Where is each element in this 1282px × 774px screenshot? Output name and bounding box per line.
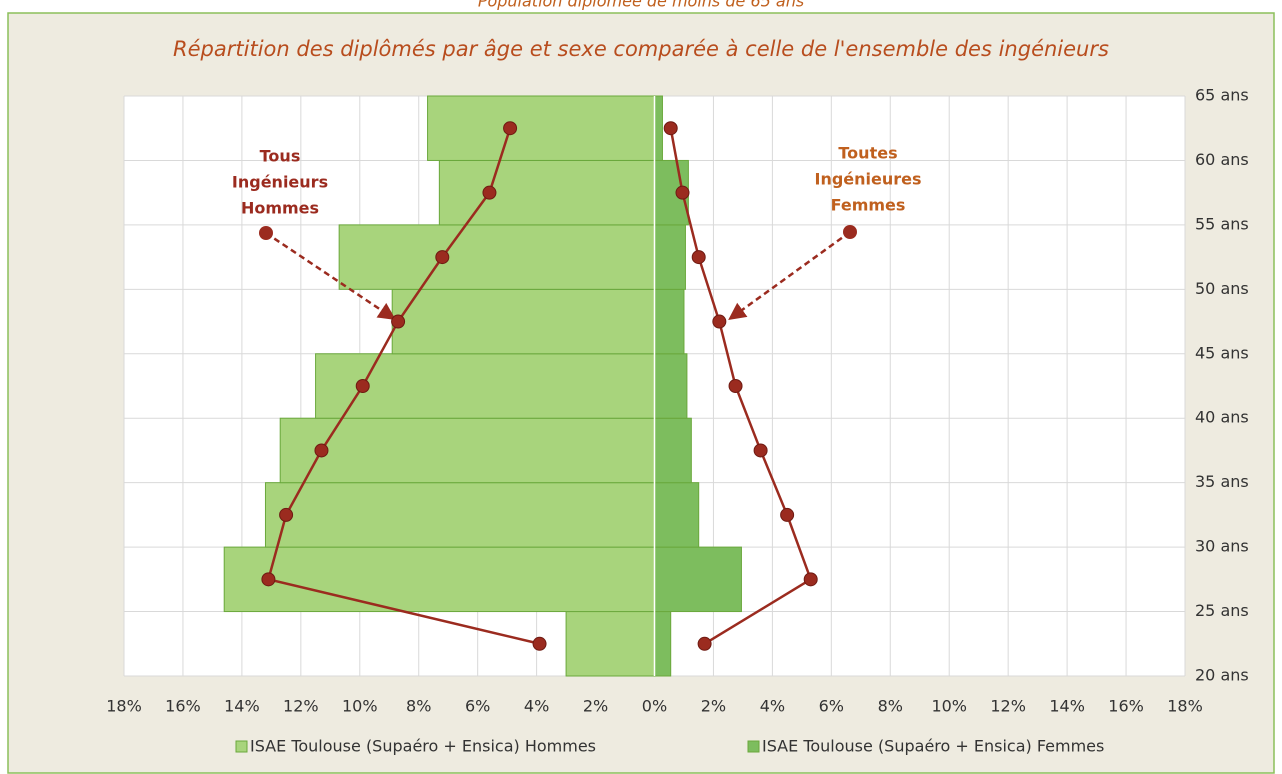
subtitle: Population diplômée de moins de 65 ans — [478, 0, 804, 11]
y-tick-label: 30 ans — [1195, 537, 1249, 556]
bar — [427, 95, 656, 161]
y-tick-label: 20 ans — [1195, 666, 1249, 685]
annotation: Hommes — [241, 199, 319, 218]
bar — [279, 417, 655, 484]
bar — [391, 288, 655, 355]
bar — [338, 224, 655, 290]
point — [697, 636, 712, 651]
annotation-arrow — [728, 230, 851, 321]
bar — [654, 611, 672, 677]
x-tick-label: 2% — [583, 697, 608, 716]
annotation-dot — [259, 226, 273, 240]
x-tick-label: 6% — [819, 697, 844, 716]
y-tick-label: 50 ans — [1195, 279, 1249, 298]
annotation: Ingénieures — [814, 170, 921, 189]
annotation-dot — [843, 225, 857, 239]
point — [314, 443, 329, 458]
x-tick-label: 10% — [931, 697, 967, 716]
point — [675, 185, 690, 200]
point — [691, 250, 706, 265]
bar — [654, 546, 742, 613]
bar — [654, 224, 686, 290]
point — [355, 379, 370, 393]
point — [503, 121, 518, 136]
bar — [654, 417, 692, 484]
x-tick-label: 8% — [878, 697, 903, 716]
x-tick-label: 12% — [283, 697, 319, 716]
point — [482, 185, 497, 200]
x-tick-label: 8% — [406, 697, 431, 716]
y-tick-label: 60 ans — [1195, 150, 1249, 169]
point — [753, 443, 768, 458]
x-tick-label: 4% — [760, 697, 785, 716]
bar — [654, 288, 685, 355]
y-tick-label: 40 ans — [1195, 408, 1249, 427]
x-tick-label: 0% — [642, 697, 667, 716]
x-tick-label: 2% — [701, 697, 726, 716]
point — [391, 314, 406, 329]
chart-title: Répartition des diplômés par âge et sexe… — [173, 37, 1109, 61]
point — [712, 314, 727, 329]
point — [663, 121, 678, 136]
bar — [223, 546, 655, 613]
annotation: Toutes — [838, 144, 897, 163]
annotation: Tous — [260, 147, 301, 166]
overlay — [261, 121, 818, 651]
bar — [654, 353, 688, 419]
bar — [654, 482, 700, 548]
y-tick-label: 45 ans — [1195, 343, 1249, 362]
point — [532, 636, 547, 651]
legend-swatch — [747, 740, 760, 753]
legend-swatch — [235, 740, 248, 753]
bar — [315, 353, 655, 419]
bar — [264, 482, 655, 548]
bar — [565, 611, 655, 677]
x-tick-label: 16% — [1108, 697, 1144, 716]
legend-label: ISAE Toulouse (Supaéro + Ensica) Hommes — [250, 737, 596, 756]
x-tick-label: 14% — [1049, 697, 1085, 716]
point — [803, 572, 818, 587]
x-tick-label: 14% — [224, 697, 260, 716]
annotation: Ingénieurs — [232, 173, 328, 192]
y-tick-label: 55 ans — [1195, 214, 1249, 233]
x-tick-label: 12% — [990, 697, 1026, 716]
y-tick-label: 65 ans — [1195, 86, 1249, 105]
annotation-arrow — [265, 231, 396, 320]
point — [261, 572, 276, 587]
x-tick-label: 6% — [465, 697, 490, 716]
x-tick-label: 16% — [165, 697, 201, 716]
marks — [223, 95, 742, 677]
legend-label: ISAE Toulouse (Supaéro + Ensica) Femmes — [762, 737, 1104, 756]
x-tick-label: 10% — [342, 697, 378, 716]
point — [435, 250, 450, 265]
point — [279, 507, 294, 522]
x-tick-label: 18% — [1167, 697, 1203, 716]
y-tick-label: 25 ans — [1195, 601, 1249, 620]
point — [728, 379, 743, 393]
x-tick-label: 4% — [524, 697, 549, 716]
x-tick-label: 18% — [106, 697, 142, 716]
bar — [654, 95, 663, 161]
annotation: Femmes — [831, 196, 906, 215]
point — [780, 507, 795, 522]
y-tick-label: 35 ans — [1195, 472, 1249, 491]
